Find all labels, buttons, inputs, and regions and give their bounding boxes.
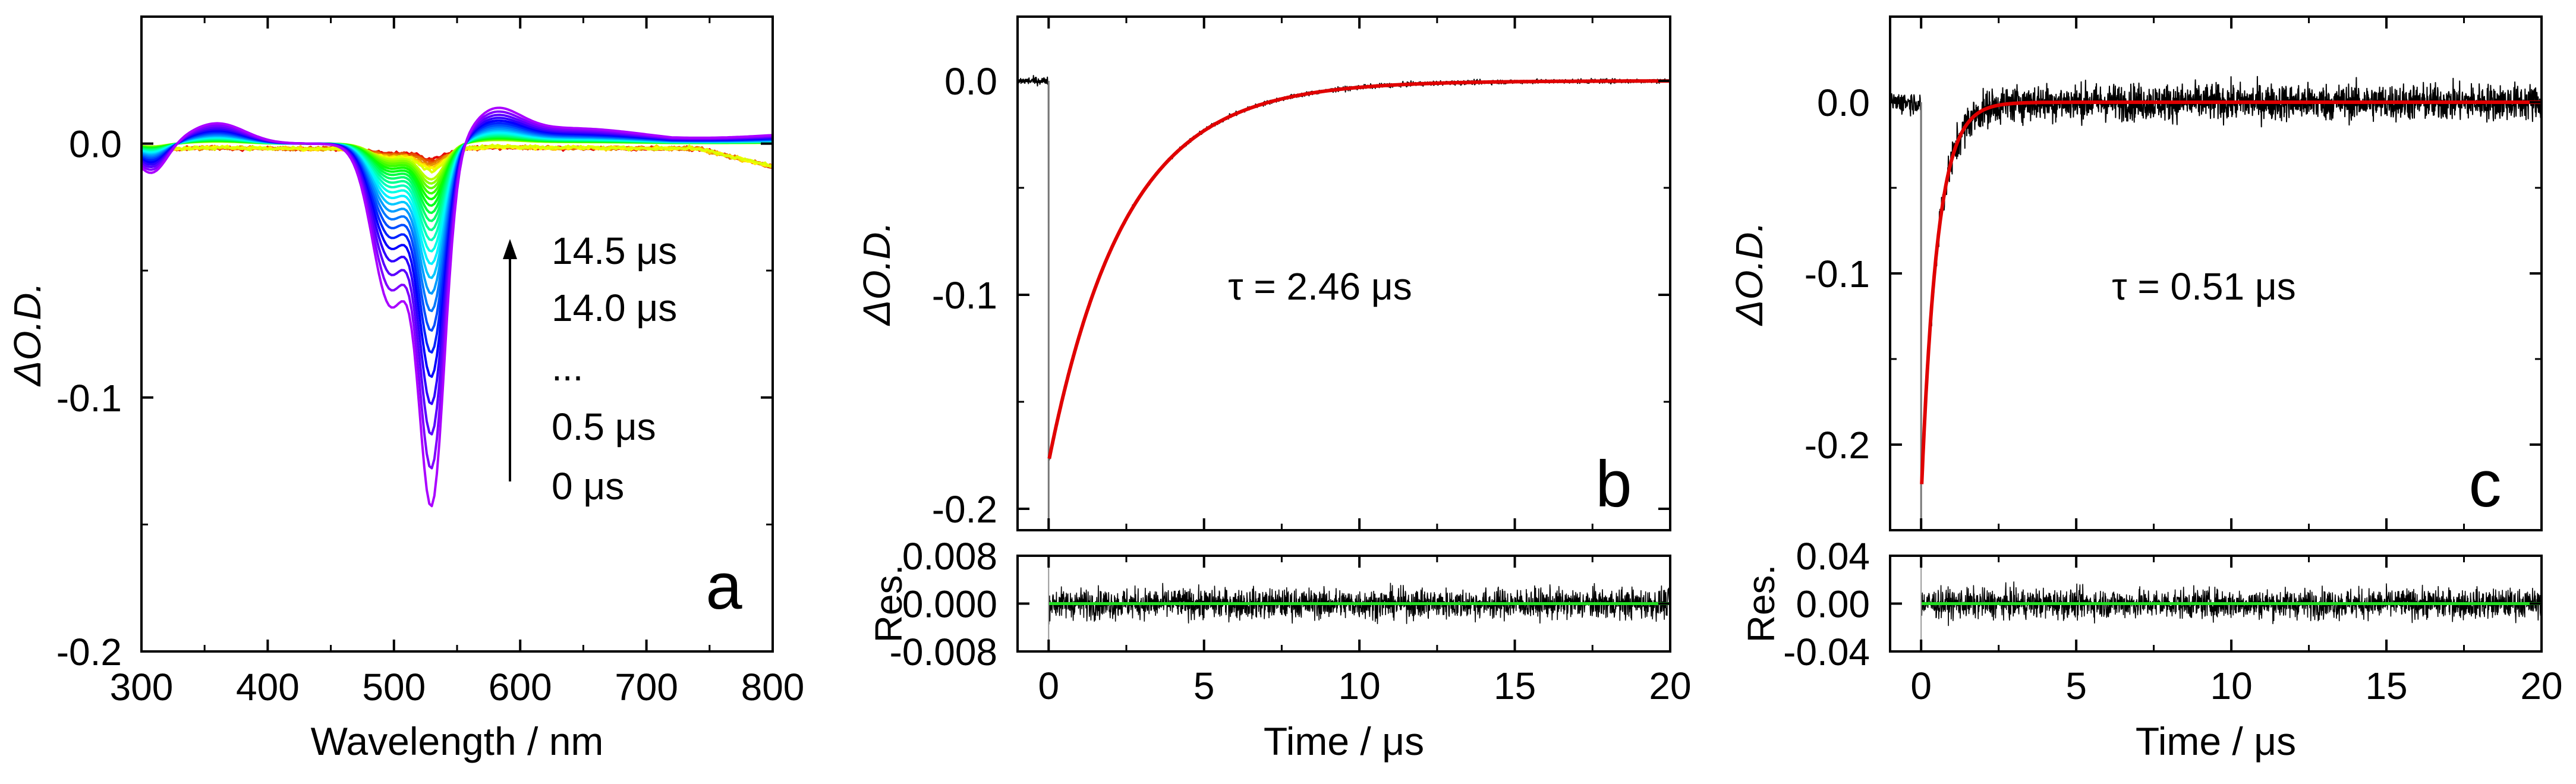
panel-a-spectra: 300 400 500 600 700 800 -0.2 -0.1 0.0 Wavelength …	[6, 15, 805, 763]
time-annotation-3: 0.5 μs	[552, 405, 656, 448]
panel-c-residual-xtick-label: 5	[2065, 665, 2087, 707]
panel-c-residual-ytick-label: -0.04	[1783, 631, 1870, 673]
panel-a-ytick-label: 0.0	[69, 123, 122, 166]
panel-c-ylabel: ΔO.D.	[1728, 222, 1771, 327]
panel-b-residual-ytick-label: -0.008	[890, 631, 997, 673]
panel-b-residual-xtick-label: 15	[1494, 665, 1536, 707]
panel-a-xlabel: Wavelength / nm	[311, 719, 604, 763]
panel-b-kinetics: -0.2 -0.1 0.0 ΔO.D. τ = 2.46 μs b 0 5 10 15 20 -0.0…	[855, 15, 1692, 763]
panel-c-label: c	[2469, 448, 2502, 521]
panel-b-residual-line	[1048, 583, 1670, 625]
panel-c-residual-ytick-label: 0.00	[1796, 583, 1870, 626]
panel-a-xtick-label: 400	[236, 666, 300, 709]
panel-c-tau-annotation: τ = 0.51 μs	[2112, 265, 2295, 308]
panel-b-ytick-label: -0.2	[932, 488, 997, 531]
panel-a-xtick-label: 300	[110, 666, 174, 709]
time-annotation-1: 14.0 μs	[552, 286, 677, 329]
panel-a-ytick-label: -0.1	[56, 377, 122, 420]
panel-c-residual-xtick-label: 0	[1910, 665, 1932, 707]
panel-b-label: b	[1595, 448, 1632, 521]
panel-c-plot-area	[1890, 75, 2542, 530]
panel-b-residual-xtick-label: 5	[1193, 665, 1215, 707]
panel-b-ytick-label: -0.1	[932, 274, 997, 317]
panel-a-ytick-label: -0.2	[56, 631, 122, 673]
panel-a-plot-area	[141, 106, 773, 508]
panel-c-ytick-label: -0.2	[1805, 424, 1870, 467]
panel-c-data-line	[1890, 75, 2542, 504]
panel-b-residual-ytick-label: 0.000	[902, 583, 997, 626]
panel-c-xlabel: Time / μs	[2136, 719, 2296, 763]
panel-c-residual-area	[1920, 556, 2542, 651]
panel-b-frame	[1016, 15, 1671, 531]
panel-c-fit-line	[1920, 100, 2542, 484]
panel-b-residual-xtick-label: 0	[1038, 665, 1059, 707]
panel-c-residual-ylabel: Res.	[1740, 565, 1783, 643]
panel-a-xtick-label: 500	[362, 666, 426, 709]
panel-c-ytick-label: 0.0	[1817, 81, 1870, 124]
panel-b-xlabel: Time / μs	[1264, 719, 1424, 763]
panel-b-ylabel: ΔO.D.	[855, 222, 898, 327]
panel-c-residual-xtick-label: 15	[2365, 665, 2407, 707]
panel-c-kinetics: -0.2 -0.1 0.0 ΔO.D. τ = 0.51 μs c 0 5 10 15 20 -0.0…	[1728, 15, 2563, 763]
panel-b-ytick-label: 0.0	[944, 60, 997, 103]
panel-a-xtick-label: 700	[615, 666, 678, 709]
panel-b-residual-ylabel: Res.	[867, 565, 910, 643]
panel-b-residual-xtick-label: 10	[1339, 665, 1381, 707]
panel-b-residual-ytick-label: 0.008	[902, 535, 997, 578]
panel-b-tau-annotation: τ = 2.46 μs	[1228, 265, 1412, 308]
spectrum-line-0	[141, 106, 773, 508]
panel-c-residual-ytick-label: 0.04	[1796, 535, 1870, 578]
panel-b-residual-area	[1048, 556, 1670, 651]
panel-b-fit-line	[1047, 79, 1670, 459]
time-annotation-0: 14.5 μs	[552, 229, 677, 272]
time-annotation-2: ...	[552, 346, 583, 389]
time-annotation-4: 0 μs	[552, 465, 624, 508]
panel-a-label: a	[706, 550, 742, 623]
panel-a-ylabel: ΔO.D.	[6, 282, 49, 388]
time-arrow-head	[503, 239, 517, 259]
panel-c-ytick-label: -0.1	[1805, 253, 1870, 295]
panel-c-residual-xtick-label: 20	[2520, 665, 2562, 707]
panel-b-residual-xtick-label: 20	[1649, 665, 1691, 707]
panel-a-frame	[140, 15, 774, 653]
panel-a-xtick-label: 600	[489, 666, 552, 709]
panel-a-xtick-label: 800	[741, 666, 805, 709]
panel-b-plot-area	[1018, 75, 1670, 530]
panel-c-residual-xtick-label: 10	[2210, 665, 2253, 707]
